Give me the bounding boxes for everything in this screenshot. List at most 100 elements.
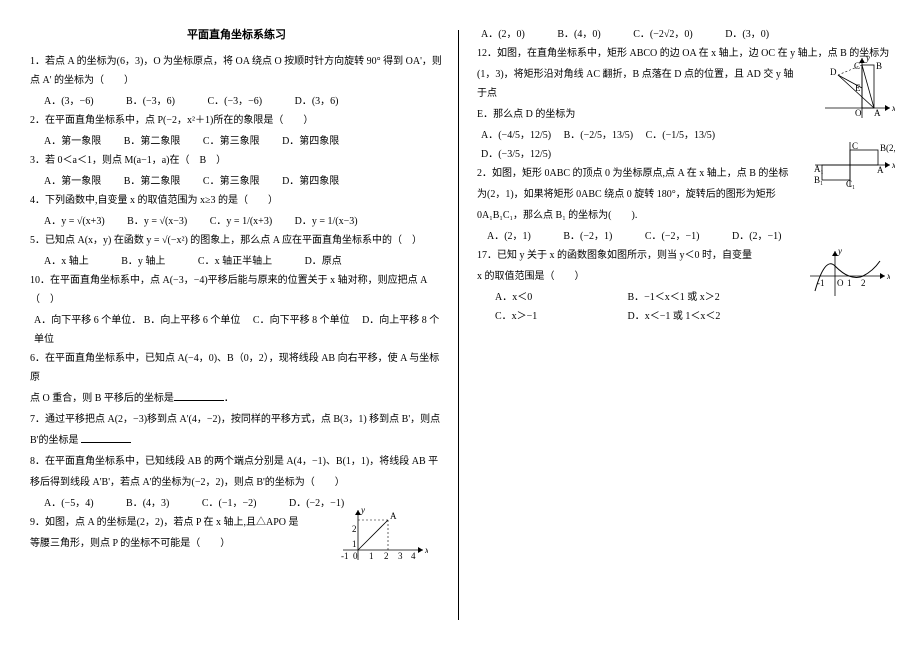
q4-opt-d: D．y = 1/(x−3)	[295, 212, 358, 231]
svg-text:B₁: B₁	[814, 175, 823, 185]
q3-opt-b: B．第二象限	[124, 172, 181, 191]
svg-text:1: 1	[352, 539, 357, 549]
q11-opt-b: B．(4，0)	[557, 25, 600, 44]
q12-opt-a: A．(−4/5，12/5)	[481, 126, 551, 145]
q10-opt-a: A．向下平移 6 个单位	[34, 315, 131, 326]
svg-text:C: C	[852, 141, 858, 151]
q12-opt-d: D．(−3/5，12/5)	[481, 145, 551, 164]
svg-text:B(2,1): B(2,1)	[880, 143, 895, 153]
svg-text:0: 0	[353, 551, 358, 561]
q2-opt-b: B．第二象限	[124, 132, 181, 151]
q8-opt-c: C．(−1，−2)	[202, 494, 257, 513]
q17-opt-d: D．x＜−1 或 1＜x＜2	[628, 311, 721, 322]
q2-opt-a: A．第一象限	[44, 132, 101, 151]
q8-opt-b: B．(4，3)	[126, 494, 169, 513]
q2r-opt-b: B．(−2，1)	[563, 227, 612, 246]
svg-text:y: y	[865, 53, 870, 63]
left-column: 平面直角坐标系练习 1．若点 A 的坐标为(6，3)，O 为坐标原点，将 OA …	[30, 25, 458, 620]
svg-text:2: 2	[352, 524, 357, 534]
q4-opt-b: B．y = √(x−3)	[127, 212, 187, 231]
q2r-opt-a: A．(2，1)	[487, 227, 531, 246]
q8-opt-a: A．(−5，4)	[44, 494, 94, 513]
q11-opt-d: D．(3，0)	[725, 25, 769, 44]
svg-text:O: O	[855, 108, 862, 118]
right-column: A．(2，0) B．(4，0) C．(−2√2，0) D．(3，0) 1 2．如图…	[459, 25, 890, 620]
q1-opt-c: C．(−3，−6)	[208, 92, 263, 111]
svg-text:A₁: A₁	[814, 164, 824, 174]
svg-text:x: x	[891, 160, 895, 170]
q2-opt-c: C．第三象限	[203, 132, 260, 151]
q17-opt-c: C．x＞−1	[495, 307, 625, 326]
q12-opt-b: B．(−2/5，13/5)	[564, 126, 634, 145]
q4-opt-a: A．y = √(x+3)	[44, 212, 105, 231]
q7b: B'的坐标是	[30, 431, 443, 450]
q8b: 移后得到线段 A'B'，若点 A'的坐标为(−2，2)，则点 B'的坐标为（ ）	[30, 473, 443, 492]
q2-opt-d: D．第四象限	[282, 132, 339, 151]
svg-text:x: x	[891, 103, 895, 113]
svg-text:y: y	[837, 246, 842, 256]
svg-text:1: 1	[369, 551, 374, 561]
q17: 17．已知 y 关于 x 的函数图象如图所示，则当 y＜0 时，自变量	[477, 246, 777, 265]
q2rb: 为(2，1)，如果将矩形 0ABC 绕点 0 旋转 180°，旋转后的图形为矩形	[477, 185, 797, 204]
q3-opt-a: A．第一象限	[44, 172, 101, 191]
q5: 5．已知点 A(x，y) 在函数 y = √(−x²) 的图象上，那么点 A 应…	[30, 231, 443, 250]
q12c: E．那么点 D 的坐标为	[477, 105, 797, 124]
q12-figure: x y D C B E O A	[820, 53, 895, 123]
svg-text:B: B	[876, 61, 882, 71]
svg-text:3: 3	[398, 551, 403, 561]
q9: 9．如图，点 A 的坐标是(2，2)，若点 P 在 x 轴上,且△APO 是	[30, 513, 330, 532]
svg-text:A: A	[874, 108, 881, 118]
svg-text:A: A	[877, 165, 884, 175]
q11-opt-c: C．(−2√2，0)	[633, 25, 692, 44]
q17b: x 的取值范围是（ ）	[477, 267, 777, 286]
q17-opt-a: A．x＜0	[495, 288, 625, 307]
svg-text:x: x	[424, 545, 428, 555]
q1: 1．若点 A 的坐标为(6，3)，O 为坐标原点，将 OA 绕点 O 按顺时针方…	[30, 52, 443, 90]
q5-opt-b: B．y 轴上	[121, 252, 165, 271]
q2r-opt-c: C．(−2，−1)	[645, 227, 700, 246]
svg-text:E: E	[855, 83, 861, 93]
q10-opt-c: C．向下平移 8 个单位	[253, 315, 350, 326]
svg-text:C₁: C₁	[846, 179, 855, 189]
q5-opt-d: D．原点	[305, 252, 342, 271]
svg-text:1: 1	[847, 278, 852, 288]
svg-text:2: 2	[384, 551, 389, 561]
q12-opt-c: C．(−1/5，13/5)	[646, 126, 716, 145]
page-title: 平面直角坐标系练习	[30, 25, 443, 46]
svg-text:D: D	[830, 67, 837, 77]
svg-text:y: y	[360, 505, 365, 515]
q1-opt-b: B．(−3，6)	[126, 92, 175, 111]
svg-text:C: C	[854, 61, 860, 71]
q11-opt-a: A．(2，0)	[481, 25, 525, 44]
svg-text:x: x	[886, 271, 890, 281]
q3-opt-c: C．第三象限	[203, 172, 260, 191]
q10-opt-b: B．向上平移 6 个单位	[144, 315, 241, 326]
q9-figure: x y A 2 1 -1 0 1 2 3 4	[333, 505, 428, 565]
q17-figure: x y -1 O 1 2	[805, 246, 890, 301]
q3: 3．若 0＜a＜1，则点 M(a−1，a)在（ B ）	[30, 151, 443, 170]
svg-text:A: A	[390, 511, 397, 521]
q5-opt-c: C．x 轴正半轴上	[198, 252, 272, 271]
q6b: 点 O 重合，则 B 平移后的坐标是．	[30, 389, 443, 408]
q5-opt-a: A．x 轴上	[44, 252, 89, 271]
q2: 2．在平面直角坐标系中，点 P(−2，x²＋1)所在的象限是（ ）	[30, 111, 443, 130]
q9b: 等腰三角形，则点 P 的坐标不可能是（ ）	[30, 534, 330, 553]
q7: 7．通过平移把点 A(2，−3)移到点 A'(4，−2)，按同样的平移方式，点 …	[30, 410, 443, 429]
q2r: 2．如图，矩形 0ABC 的顶点 0 为坐标原点,点 A 在 x 轴上，点 B …	[477, 164, 797, 183]
svg-text:-1: -1	[341, 551, 349, 561]
q2rc: 0A₁B₁C₁，那么点 B₁ 的坐标为( ).	[477, 206, 797, 225]
q2r-opt-d: D．(2，−1)	[732, 227, 782, 246]
q2r-figure: B(2,1) C A₁ B₁ C₁ A x	[810, 137, 895, 192]
q4: 4．下列函数中,自变量 x 的取值范围为 x≥3 的是（ ）	[30, 191, 443, 210]
q17-opt-b: B．−1＜x＜1 或 x＞2	[628, 292, 720, 303]
q4-opt-c: C．y = 1/(x+3)	[210, 212, 272, 231]
svg-text:2: 2	[861, 278, 866, 288]
q12b: (1，3)，将矩形沿对角线 AC 翻折，B 点落在 D 点的位置，且 AD 交 …	[477, 65, 797, 103]
svg-text:-1: -1	[817, 278, 825, 288]
q10: 10．在平面直角坐标系中，点 A(−3，−4)平移后能与原来的位置关于 x 轴对…	[30, 271, 443, 309]
q3-opt-d: D．第四象限	[282, 172, 339, 191]
q1-opt-a: A．(3，−6)	[44, 92, 94, 111]
q6: 6．在平面直角坐标系中，已知点 A(−4，0)、B（0，2），现将线段 AB 向…	[30, 349, 443, 387]
q1-opt-d: D．(3，6)	[295, 92, 339, 111]
svg-text:O: O	[837, 278, 844, 288]
